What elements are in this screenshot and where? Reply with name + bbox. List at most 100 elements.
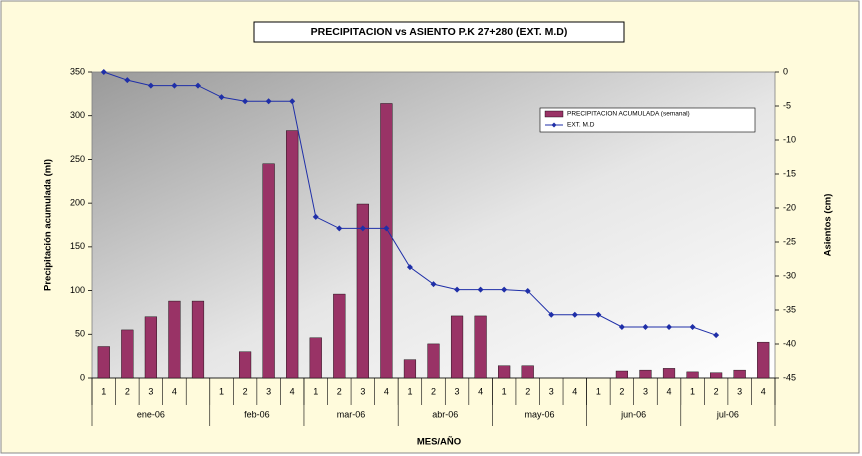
bar — [710, 372, 723, 379]
x-axis-title: MES/AÑO — [417, 437, 461, 448]
x-tick-label: 4 — [290, 386, 295, 396]
x-tick-label: 4 — [478, 386, 483, 396]
title-box — [253, 21, 625, 43]
line-marker — [571, 311, 578, 318]
bar — [474, 315, 487, 379]
y2-tick-label: -5 — [783, 100, 791, 110]
bar — [757, 341, 770, 379]
y2-tick-label: -45 — [783, 372, 796, 382]
x-tick-label: 2 — [125, 386, 130, 396]
bar — [356, 203, 369, 379]
y2-axis-title: Asientos (cm) — [823, 194, 834, 257]
line-marker — [454, 286, 461, 293]
line-marker — [548, 311, 555, 318]
bar — [450, 315, 464, 379]
line-marker — [147, 82, 154, 89]
bar — [168, 300, 181, 379]
bar — [403, 359, 417, 379]
x-tick-label: 1 — [596, 386, 601, 396]
line-marker — [242, 98, 249, 105]
line-marker — [218, 94, 225, 101]
bar — [498, 365, 511, 379]
x-tick-label: 1 — [101, 386, 106, 396]
x-tick-label: 3 — [737, 386, 742, 396]
line-marker — [524, 287, 531, 294]
line-marker — [265, 98, 272, 105]
line-marker — [289, 98, 296, 105]
group-label: ene-06 — [137, 409, 165, 419]
x-tick-label: 1 — [690, 386, 695, 396]
line-marker — [642, 324, 649, 330]
y-tick-label: 300 — [70, 110, 85, 120]
x-tick-label: 1 — [313, 386, 318, 396]
legend-box — [539, 107, 756, 133]
group-label: feb-06 — [244, 409, 270, 419]
x-tick-label: 1 — [502, 386, 507, 396]
y-axis-title: Precipitación acumulada (ml) — [43, 159, 54, 291]
x-tick-label: 2 — [337, 386, 342, 396]
bar — [286, 130, 299, 379]
line-marker — [124, 77, 131, 84]
x-tick-label: 2 — [619, 386, 624, 396]
bar — [262, 163, 275, 379]
line-marker — [666, 324, 673, 330]
group-label: mar-06 — [337, 409, 366, 419]
bar — [97, 346, 110, 379]
y-tick-label: 100 — [70, 285, 85, 295]
y-tick-label: 50 — [75, 329, 85, 339]
line-marker — [430, 281, 437, 288]
line-marker — [595, 311, 602, 318]
y2-tick-label: -40 — [783, 338, 796, 348]
line-marker — [501, 286, 508, 293]
y2-tick-label: -20 — [783, 202, 796, 212]
x-tick-label: 2 — [714, 386, 719, 396]
bar — [333, 293, 346, 379]
y2-tick-label: -25 — [783, 236, 796, 246]
x-tick-label: 3 — [455, 386, 460, 396]
x-tick-label: 4 — [384, 386, 389, 396]
bar — [309, 337, 322, 379]
line-marker — [194, 82, 201, 89]
bar — [615, 370, 629, 379]
bar — [191, 300, 205, 379]
line-marker — [477, 286, 484, 293]
line-marker — [713, 332, 720, 339]
x-tick-label: 4 — [572, 386, 577, 396]
x-tick-label: 3 — [549, 386, 554, 396]
bar — [238, 351, 252, 379]
line-marker — [100, 69, 107, 75]
bar — [662, 368, 676, 379]
y-tick-label: 350 — [70, 66, 85, 76]
x-tick-label: 2 — [431, 386, 436, 396]
y2-tick-label: -10 — [783, 134, 796, 144]
y2-tick-label: -30 — [783, 270, 796, 280]
bar — [144, 316, 157, 379]
x-tick-label: 1 — [219, 386, 224, 396]
bar — [521, 365, 534, 379]
x-tick-label: 4 — [172, 386, 177, 396]
x-tick-label: 3 — [148, 386, 153, 396]
legend-swatch — [544, 110, 564, 118]
x-tick-label: 3 — [643, 386, 648, 396]
y-tick-label: 0 — [80, 372, 85, 382]
x-tick-label: 2 — [525, 386, 530, 396]
x-tick-label: 4 — [667, 386, 672, 396]
bar — [380, 103, 393, 379]
chart-title: PRECIPITACION vs ASIENTO P.K 27+280 (EXT… — [311, 26, 568, 38]
bar — [639, 369, 652, 379]
bar — [427, 343, 440, 379]
bar — [121, 329, 134, 379]
x-tick-label: 2 — [243, 386, 248, 396]
legend-label: EXT. M.D — [567, 122, 595, 129]
y2-tick-label: -35 — [783, 304, 796, 314]
group-label: abr-06 — [432, 409, 458, 419]
y-tick-label: 150 — [70, 241, 85, 251]
line-marker — [406, 264, 413, 271]
legend-marker — [551, 122, 557, 128]
line-marker — [383, 225, 390, 232]
x-tick-label: 3 — [360, 386, 365, 396]
group-label: jun-06 — [620, 409, 646, 419]
group-label: jul-06 — [716, 409, 739, 419]
line-marker — [312, 213, 319, 220]
